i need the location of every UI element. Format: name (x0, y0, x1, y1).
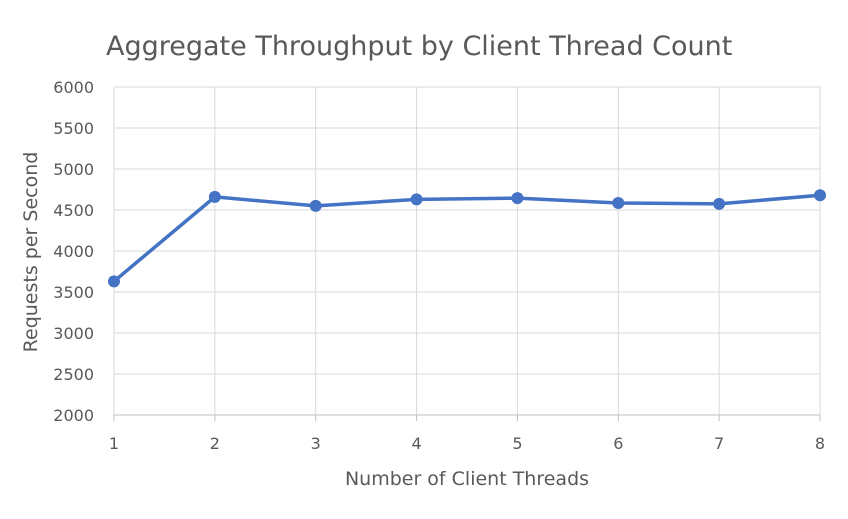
x-axis-title: Number of Client Threads (345, 468, 589, 490)
y-tick-label: 4500 (53, 201, 94, 220)
x-tick-label: 1 (109, 434, 119, 453)
y-tick-label: 5000 (53, 160, 94, 179)
data-point (511, 192, 524, 205)
x-tick-label: 4 (411, 434, 421, 453)
data-point (713, 197, 726, 210)
y-axis-title: Requests per Second (20, 152, 42, 353)
x-tick-label: 3 (311, 434, 321, 453)
x-axis-ticks: 1 2 3 4 5 6 7 8 (109, 434, 825, 453)
x-tick-label: 2 (210, 434, 220, 453)
y-tick-label: 5500 (53, 119, 94, 138)
y-tick-label: 4000 (53, 242, 94, 261)
x-tick-label: 5 (512, 434, 522, 453)
y-tick-label: 2000 (53, 406, 94, 425)
y-axis-ticks: 2000 2500 3000 3500 4000 4500 5000 5500 6000 (53, 78, 94, 425)
data-point (814, 189, 826, 202)
gridlines (113, 86, 821, 421)
data-point (612, 197, 625, 210)
data-point (410, 193, 423, 206)
chart-title: Aggregate Throughput by Client Thread Co… (106, 31, 732, 62)
data-point (309, 199, 322, 212)
y-tick-label: 3000 (53, 324, 94, 343)
series-line (112, 193, 822, 284)
x-tick-label: 7 (714, 434, 724, 453)
y-tick-label: 2500 (53, 365, 94, 384)
y-tick-label: 6000 (53, 78, 94, 97)
y-tick-label: 3500 (53, 283, 94, 302)
data-point (108, 275, 120, 288)
x-tick-label: 8 (815, 434, 825, 453)
x-tick-label: 6 (613, 434, 623, 453)
data-point (208, 190, 221, 203)
series-group (108, 189, 826, 288)
